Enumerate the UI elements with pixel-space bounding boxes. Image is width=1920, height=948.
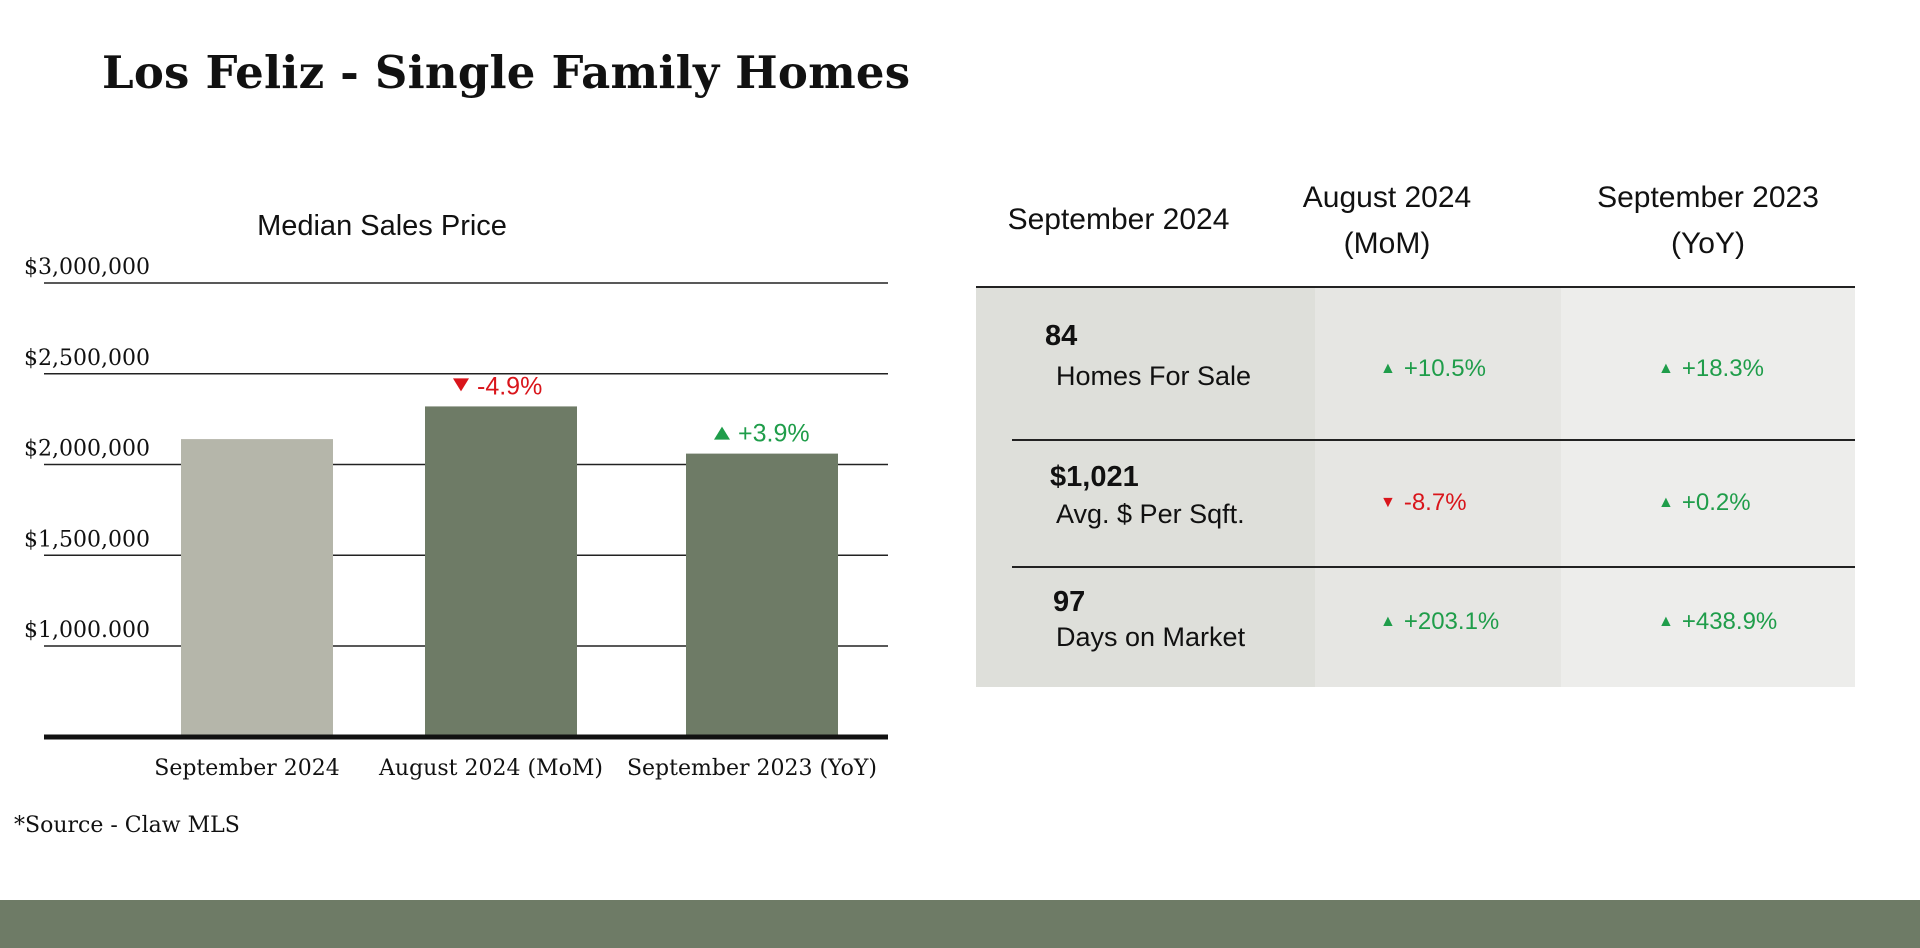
days-on-market-mom-text: +203.1% <box>1403 608 1500 635</box>
bar <box>686 453 838 737</box>
up-arrow-icon: ▲ <box>1658 494 1674 511</box>
chart-title: Median Sales Price <box>257 210 507 242</box>
median-sales-price-chart: $1,000.000 $1,500,000 $2,000,000 $2,500,000… <box>24 255 888 781</box>
days-on-market-yoy: ▲ +438.9% <box>1658 608 1777 636</box>
source-note: *Source - Claw MLS <box>14 813 240 838</box>
header-yoy: September 2023 (YoY) <box>1561 175 1855 267</box>
avg-price-sqft-yoy: ▲ +0.2% <box>1658 489 1751 517</box>
market-stats-table: September 2024 August 2024 (MoM) Septemb… <box>976 175 1855 687</box>
y-tick-label: $2,000,000 <box>24 437 150 462</box>
header-current: September 2024 <box>976 197 1261 243</box>
days-on-market-yoy-text: +438.9% <box>1681 608 1778 635</box>
up-arrow-icon: ▲ <box>1658 613 1674 630</box>
up-arrow-icon <box>714 426 730 440</box>
bar <box>425 406 577 737</box>
bar-change-label: -4.9% <box>477 372 542 400</box>
avg-price-sqft-mom-text: -8.7% <box>1403 489 1467 516</box>
header-mom: August 2024 (MoM) <box>1271 175 1503 267</box>
col-bg-current <box>976 288 1315 687</box>
footer-bar <box>0 900 1920 948</box>
header-yoy-line2: (YoY) <box>1671 227 1745 260</box>
header-current-label: September 2024 <box>1007 203 1230 236</box>
avg-price-sqft-value: $1,021 <box>1050 461 1139 493</box>
down-arrow-icon: ▼ <box>1380 494 1396 511</box>
days-on-market-mom: ▲ +203.1% <box>1380 608 1499 636</box>
header-mom-line1: August 2024 <box>1302 181 1472 214</box>
homes-for-sale-label: Homes For Sale <box>1056 361 1252 391</box>
col-bg-mom <box>1315 288 1561 687</box>
up-arrow-icon: ▲ <box>1380 613 1396 630</box>
header-yoy-line1: September 2023 <box>1597 181 1819 214</box>
avg-price-sqft-label: Avg. $ Per Sqft. <box>1056 499 1245 529</box>
up-arrow-icon: ▲ <box>1380 360 1396 377</box>
x-tick-label: September 2023 (YoY) <box>627 756 877 781</box>
row-divider-1 <box>1012 439 1855 441</box>
header-mom-line2: (MoM) <box>1343 227 1431 260</box>
homes-for-sale-yoy: ▲ +18.3% <box>1658 355 1764 383</box>
homes-for-sale-mom-text: +10.5% <box>1403 355 1486 382</box>
y-tick-label: $3,000,000 <box>24 255 150 280</box>
y-tick-label: $1,500,000 <box>24 527 150 552</box>
days-on-market-label: Days on Market <box>1056 622 1246 652</box>
bar-change-label: +3.9% <box>738 420 810 448</box>
row-divider-2 <box>1012 566 1855 568</box>
up-arrow-icon: ▲ <box>1658 360 1674 377</box>
col-bg-yoy <box>1561 288 1855 687</box>
header-divider <box>976 286 1855 288</box>
days-on-market-value: 97 <box>1053 586 1086 618</box>
homes-for-sale-mom: ▲ +10.5% <box>1380 355 1486 383</box>
page-title: Los Feliz - Single Family Homes <box>102 46 911 99</box>
y-tick-label: $2,500,000 <box>24 346 150 371</box>
avg-price-sqft-mom: ▼ -8.7% <box>1380 489 1467 517</box>
homes-for-sale-value: 84 <box>1045 320 1078 352</box>
x-tick-label: September 2024 <box>154 756 340 781</box>
bar <box>181 439 333 737</box>
down-arrow-icon <box>453 378 469 392</box>
avg-price-sqft-yoy-text: +0.2% <box>1681 489 1751 516</box>
x-tick-label: August 2024 (MoM) <box>378 756 603 781</box>
homes-for-sale-yoy-text: +18.3% <box>1681 355 1764 382</box>
y-tick-label: $1,000.000 <box>24 618 150 643</box>
